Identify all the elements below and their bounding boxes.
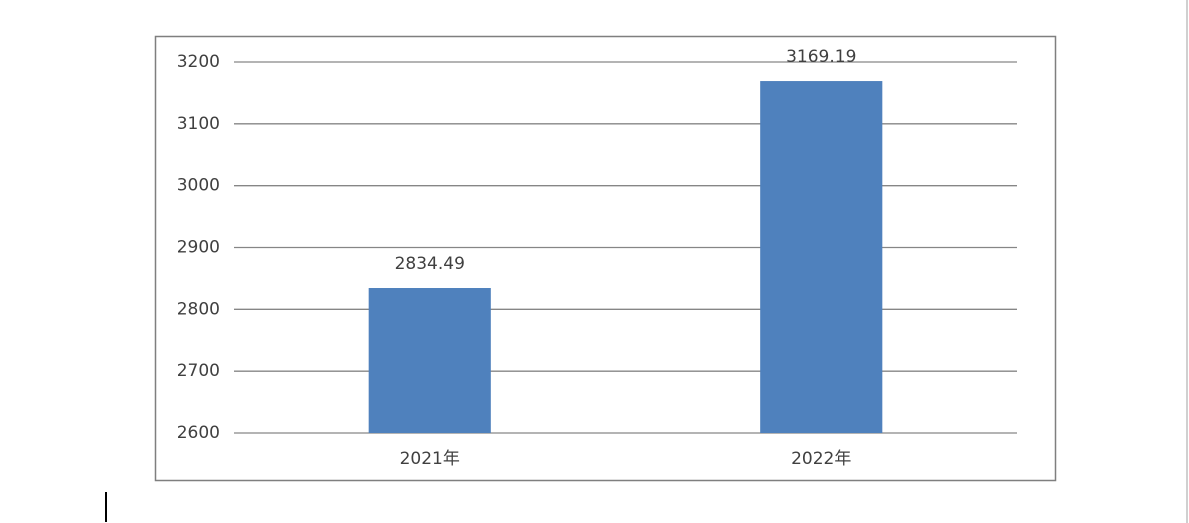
data-label: 3169.19	[786, 47, 856, 67]
y-tick-label: 3000	[177, 176, 220, 196]
y-tick-label: 3100	[177, 114, 220, 134]
chart-frame	[154, 35, 1057, 482]
x-tick-label: 2022年	[791, 449, 851, 469]
y-tick-label: 3200	[177, 52, 220, 72]
bar	[760, 81, 883, 434]
y-tick-label: 2800	[177, 299, 220, 319]
y-tick-label: 2600	[177, 423, 220, 443]
y-tick-label: 2700	[177, 361, 220, 381]
y-tick-label: 2900	[177, 238, 220, 258]
data-label: 2834.49	[395, 254, 465, 274]
x-tick-label: 2021年	[400, 449, 460, 469]
bar	[368, 288, 491, 433]
